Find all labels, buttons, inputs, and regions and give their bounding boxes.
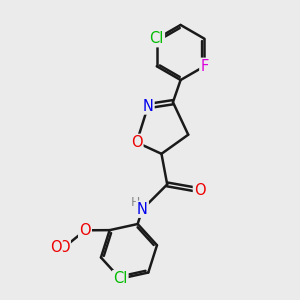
Text: Cl: Cl xyxy=(150,31,164,46)
Text: H: H xyxy=(131,196,140,209)
Text: F: F xyxy=(200,59,208,74)
Text: N: N xyxy=(143,98,154,113)
Text: O: O xyxy=(50,240,62,255)
Text: O: O xyxy=(58,240,70,255)
Text: N: N xyxy=(137,202,148,217)
Text: O: O xyxy=(79,223,91,238)
Text: O: O xyxy=(131,135,142,150)
Text: Cl: Cl xyxy=(113,271,127,286)
Text: O: O xyxy=(194,183,206,198)
